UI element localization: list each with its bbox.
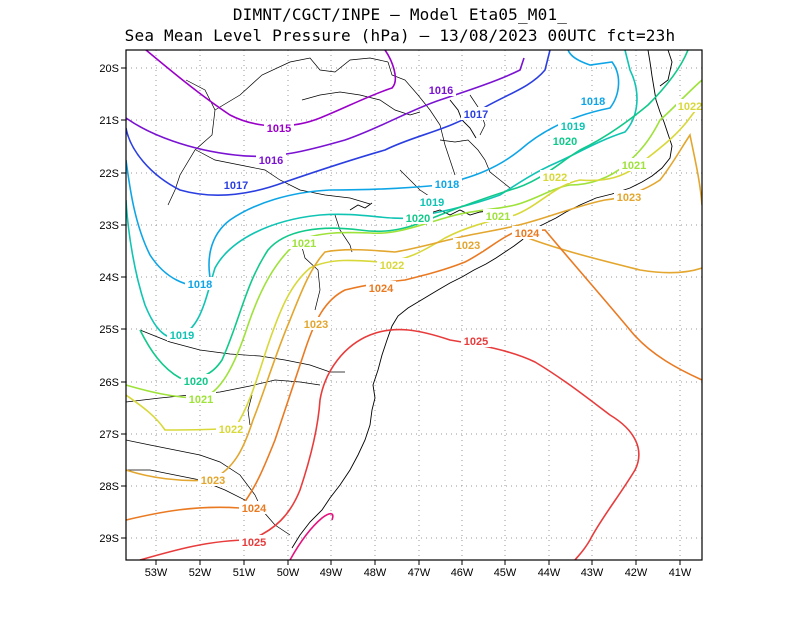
contour-label-1020b: 1020 [406,213,430,225]
contour-label-1016a: 1016 [429,85,453,97]
longitude-labels: 53W 52W 51W 50W 49W 48W 47W 46W 45W 44W … [145,567,692,579]
lon-label: 43W [581,567,604,579]
map-title-line-2: Sea Mean Level Pressure (hPa) – 13/08/20… [124,26,676,45]
contour-label-1022a: 1022 [678,101,702,113]
contour-label-1021c: 1021 [292,238,316,250]
state-borders [126,57,511,536]
contour-label-1018a: 1018 [581,96,605,108]
lon-label: 53W [145,567,168,579]
lon-label: 48W [364,567,387,579]
isobar-1016 [126,57,525,158]
isobar-1020 [139,50,689,380]
lat-label: 20S [99,63,119,75]
latitude-labels: 20S 21S 22S 23S 24S 25S 26S 27S 28S 29S [99,63,119,545]
contour-label-1019b: 1019 [420,197,444,209]
contour-label-1018b: 1018 [435,179,459,191]
isobar-1015 [145,50,397,127]
lat-label: 23S [99,220,119,232]
contour-label-1016b: 1016 [259,155,283,167]
contour-label-1022d: 1022 [219,424,243,436]
lon-label: 45W [494,567,517,579]
contour-label-1023c: 1023 [304,319,328,331]
contour-label-1015: 1015 [267,123,291,135]
lat-label: 27S [99,429,119,441]
lat-label: 26S [99,377,119,389]
contour-label-1024c: 1024 [242,503,267,515]
contour-label-1021b: 1021 [486,211,510,223]
contour-label-1021a: 1021 [622,160,646,172]
lon-label: 44W [538,567,561,579]
coastline [291,50,673,549]
contour-label-1018c: 1018 [188,279,212,291]
isobar-1017 [126,50,551,197]
lon-label: 46W [451,567,474,579]
lat-label: 21S [99,115,119,127]
isobar-1026 [289,512,334,560]
lon-label: 51W [233,567,256,579]
lat-label: 22S [99,168,119,180]
lon-label: 47W [408,567,431,579]
lat-label: 29S [99,533,119,545]
contour-label-1022c: 1022 [380,260,404,272]
map-frame [125,49,703,561]
contour-label-1023d: 1023 [201,475,225,487]
contour-label-1023b: 1023 [456,240,480,252]
isobar-1018 [126,50,620,288]
contour-label-1023a: 1023 [617,192,641,204]
isobar-1019 [126,50,638,339]
contour-label-1019a: 1019 [561,121,585,133]
lon-label: 50W [277,567,300,579]
lat-label: 25S [99,324,119,336]
isobar-1021 [126,79,702,399]
contour-label-1020c: 1020 [184,376,208,388]
contour-label-1017a: 1017 [464,109,488,121]
lon-label: 41W [669,567,692,579]
lat-label: 24S [99,272,119,284]
lat-label: 28S [99,481,119,493]
isobar-1024 [126,229,702,521]
lon-label: 49W [320,567,343,579]
lon-label: 42W [625,567,648,579]
contour-label-1022b: 1022 [543,172,567,184]
contour-label-1019c: 1019 [170,330,194,342]
contour-label-1017b: 1017 [224,180,248,192]
contour-label-1020a: 1020 [553,136,577,148]
contour-label-1024a: 1024 [515,228,540,240]
contour-labels: 1015 1016 1016 1017 1017 1018 1018 1018 … [167,83,702,549]
contour-label-1024b: 1024 [369,283,394,295]
isobar-1023 [126,132,702,482]
contour-label-1025b: 1025 [242,537,266,549]
contour-label-1025a: 1025 [464,336,488,348]
contour-label-1021d: 1021 [189,394,213,406]
lon-label: 52W [189,567,212,579]
tick-marks [121,67,681,565]
map-title-line-1: DIMNT/CGCT/INPE – Model Eta05_M01_ [232,5,568,24]
isobar-1025 [139,328,640,560]
